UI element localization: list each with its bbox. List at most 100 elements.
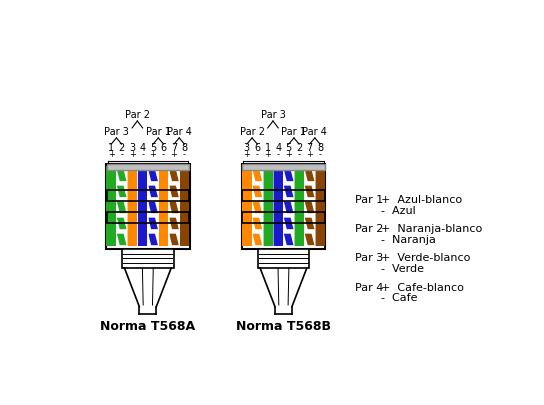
Polygon shape <box>252 234 262 245</box>
Text: -: - <box>256 151 259 160</box>
Text: +  Verde-blanco: + Verde-blanco <box>381 254 471 263</box>
Text: 5: 5 <box>150 143 156 153</box>
Text: -: - <box>120 151 123 160</box>
Text: -: - <box>141 151 144 160</box>
Polygon shape <box>148 234 158 245</box>
Polygon shape <box>284 217 294 229</box>
Text: +  Cafe-blanco: + Cafe-blanco <box>381 283 464 293</box>
Polygon shape <box>252 202 262 213</box>
Bar <box>107 190 189 200</box>
Bar <box>242 164 325 249</box>
Text: 1: 1 <box>265 143 271 153</box>
Text: 1: 1 <box>108 143 114 153</box>
Text: -: - <box>183 151 186 160</box>
Text: +  Azul-blanco: + Azul-blanco <box>381 195 462 205</box>
Polygon shape <box>305 202 314 213</box>
Polygon shape <box>169 185 179 197</box>
Polygon shape <box>117 202 127 213</box>
Text: +: + <box>243 151 250 160</box>
Text: -: - <box>298 151 301 160</box>
Text: 6: 6 <box>254 143 261 153</box>
Text: Par 4: Par 4 <box>355 283 383 293</box>
Bar <box>122 249 174 268</box>
Text: Par 2: Par 2 <box>355 224 383 234</box>
Text: 4: 4 <box>275 143 281 153</box>
Text: -  Azul: - Azul <box>381 206 416 216</box>
Bar <box>159 166 168 247</box>
Polygon shape <box>305 185 314 197</box>
Polygon shape <box>284 185 294 197</box>
Text: +: + <box>129 151 135 160</box>
Text: 3: 3 <box>244 143 250 153</box>
Polygon shape <box>305 170 314 181</box>
Bar <box>252 166 262 247</box>
Text: Par 3: Par 3 <box>104 127 129 137</box>
Text: Par 4: Par 4 <box>167 127 191 137</box>
Polygon shape <box>305 217 314 229</box>
Text: -: - <box>319 151 322 160</box>
Text: +: + <box>306 151 313 160</box>
Bar <box>106 164 190 249</box>
Text: 6: 6 <box>160 143 166 153</box>
Polygon shape <box>169 170 179 181</box>
Bar <box>107 166 116 247</box>
Text: 4: 4 <box>139 143 146 153</box>
Bar <box>243 212 325 224</box>
Text: 7: 7 <box>306 143 313 153</box>
Polygon shape <box>252 185 262 197</box>
Bar <box>284 166 294 247</box>
Bar <box>107 164 189 170</box>
Bar <box>243 164 325 170</box>
Polygon shape <box>169 234 179 245</box>
Bar <box>263 166 273 247</box>
Bar <box>305 166 314 247</box>
Polygon shape <box>252 170 262 181</box>
Text: Norma T568B: Norma T568B <box>236 320 331 333</box>
Polygon shape <box>117 185 127 197</box>
Text: +  Naranja-blanco: + Naranja-blanco <box>381 224 483 234</box>
Bar <box>169 166 179 247</box>
Text: Par 1: Par 1 <box>355 195 383 205</box>
Text: +: + <box>264 151 271 160</box>
Polygon shape <box>169 202 179 213</box>
Text: Par 1: Par 1 <box>146 127 171 137</box>
Text: -  Naranja: - Naranja <box>381 235 436 245</box>
Polygon shape <box>117 217 127 229</box>
Polygon shape <box>305 234 314 245</box>
Text: 8: 8 <box>181 143 188 153</box>
Bar <box>180 166 189 247</box>
Text: -: - <box>277 151 280 160</box>
Text: 2: 2 <box>296 143 302 153</box>
Text: +: + <box>170 151 177 160</box>
Bar <box>107 212 189 224</box>
Bar <box>243 190 325 200</box>
Text: Par 3: Par 3 <box>355 254 383 263</box>
Text: +: + <box>285 151 292 160</box>
Text: 3: 3 <box>129 143 135 153</box>
Bar <box>148 166 158 247</box>
Text: Par 4: Par 4 <box>302 127 327 137</box>
Text: 7: 7 <box>171 143 177 153</box>
Polygon shape <box>148 185 158 197</box>
Text: -  Verde: - Verde <box>381 264 424 274</box>
Polygon shape <box>117 234 127 245</box>
Bar <box>127 166 137 247</box>
Text: 8: 8 <box>317 143 323 153</box>
Bar <box>117 166 127 247</box>
Text: 2: 2 <box>119 143 125 153</box>
Bar <box>274 166 283 247</box>
Polygon shape <box>169 217 179 229</box>
Bar <box>315 166 325 247</box>
Polygon shape <box>252 217 262 229</box>
Bar <box>294 166 304 247</box>
Bar <box>257 249 310 268</box>
Text: -: - <box>162 151 165 160</box>
Text: +: + <box>108 151 115 160</box>
Bar <box>138 166 147 247</box>
Text: +: + <box>150 151 157 160</box>
Polygon shape <box>284 234 294 245</box>
Text: Par 2: Par 2 <box>125 110 150 120</box>
Polygon shape <box>148 202 158 213</box>
Text: Norma T568A: Norma T568A <box>100 320 195 333</box>
Bar <box>242 166 252 247</box>
